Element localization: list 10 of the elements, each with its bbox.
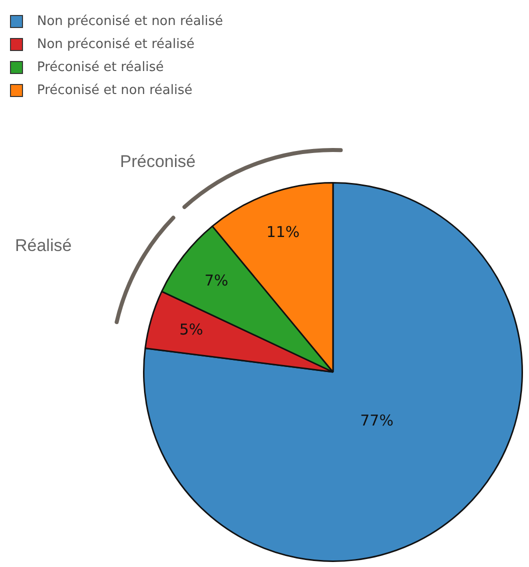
legend-label: Non préconisé et réalisé bbox=[37, 37, 194, 52]
data-label: 7% bbox=[204, 271, 228, 290]
legend-label: Non préconisé et non réalisé bbox=[37, 14, 224, 29]
data-label: 11% bbox=[266, 223, 300, 242]
text: Préconisé bbox=[120, 152, 196, 172]
data-label: 5% bbox=[179, 320, 204, 339]
data-label: 77% bbox=[360, 412, 394, 430]
legend-label: Préconisé et réalisé bbox=[37, 60, 164, 75]
legend-label: Préconisé et non réalisé bbox=[37, 83, 192, 98]
text: Réalisé bbox=[15, 236, 72, 256]
